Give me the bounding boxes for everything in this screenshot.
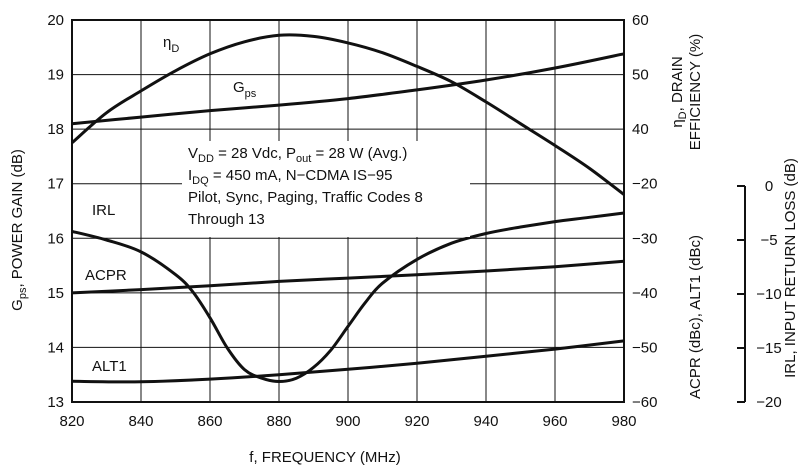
acpr-axis-title: ACPR (dBc), ALT1 (dBc): [687, 235, 704, 399]
irl-axis-title: IRL, INPUT RETURN LOSS (dB): [782, 158, 799, 378]
irl-tick-label: −10: [756, 286, 781, 303]
series-line-ηd: [71, 33, 625, 196]
acpr-tick-label: −30: [632, 230, 657, 247]
y-left-tick-label: 13: [47, 394, 64, 411]
acpr-tick-label: −50: [632, 339, 657, 356]
y-left-tick-label: 20: [47, 12, 64, 29]
eff-title-rest: , DRAIN: [669, 56, 686, 111]
plot-frame: [71, 19, 625, 403]
irl-axis: 0 −5 −10 −15 −20: [737, 178, 782, 411]
annotation-background: [182, 141, 470, 237]
tick-labels: 820 840 860 880 900 920 940 960 980 13 14 15 16 17 18 1…: [47, 12, 657, 430]
series-label-acpr: ACPR: [85, 267, 127, 284]
y-left-tick-label: 18: [47, 121, 64, 138]
annotation-line: Pilot, Sync, Paging, Traffic Codes 8: [188, 189, 423, 206]
x-tick-label: 940: [473, 413, 498, 430]
efficiency-tick-label: 40: [632, 121, 649, 138]
annotation-line: Through 13: [188, 211, 265, 228]
series-group: [71, 33, 625, 384]
irl-tick-label: 0: [765, 178, 773, 195]
series-label-alt1: ALT1: [92, 358, 127, 375]
x-tick-label: 840: [128, 413, 153, 430]
series-line-acpr: [71, 259, 625, 295]
y-left-tick-label: 15: [47, 285, 64, 302]
series-line-gps: [71, 52, 625, 126]
efficiency-axis-title-line1: ηD, DRAIN: [669, 56, 689, 127]
acpr-tick-label: −40: [632, 285, 657, 302]
efficiency-tick-label: 60: [632, 12, 649, 29]
series-line-alt1: [71, 339, 625, 384]
efficiency-tick-label: 50: [632, 67, 649, 84]
irl-tick-label: −5: [760, 232, 777, 249]
series-label-gps: Gps: [233, 79, 257, 100]
x-axis-title: f, FREQUENCY (MHz): [249, 449, 400, 466]
efficiency-axis-title-line2: EFFICIENCY (%): [687, 34, 704, 150]
x-tick-label: 920: [404, 413, 429, 430]
acpr-tick-label: −60: [632, 394, 657, 411]
series-label-ηd: ηD: [163, 34, 179, 55]
irl-tick-label: −15: [756, 340, 781, 357]
x-tick-label: 860: [197, 413, 222, 430]
y-left-tick-label: 16: [47, 230, 64, 247]
series-labels: ηD Gps IRL ACPR ALT1: [85, 34, 257, 375]
x-tick-label: 960: [542, 413, 567, 430]
y-left-tick-label: 14: [47, 339, 64, 356]
x-tick-label: 880: [266, 413, 291, 430]
y-left-axis-title: Gps, POWER GAIN (dB): [9, 149, 29, 311]
y-left-tick-label: 17: [47, 176, 64, 193]
y-left-title-sub: ps: [17, 287, 29, 299]
irl-tick-label: −20: [756, 394, 781, 411]
annotation: VDD = 28 Vdc, Pout = 28 W (Avg.)IDQ = 45…: [188, 145, 423, 228]
x-tick-label: 900: [335, 413, 360, 430]
annotation-line: IDQ = 450 mA, N−CDMA IS−95: [188, 167, 393, 187]
eff-title-main: η: [669, 119, 686, 127]
x-tick-label: 820: [59, 413, 84, 430]
y-left-tick-label: 19: [47, 67, 64, 84]
annotation-line: VDD = 28 Vdc, Pout = 28 W (Avg.): [188, 145, 407, 165]
y-left-title-rest: , POWER GAIN (dB): [9, 149, 26, 287]
acpr-tick-label: −20: [632, 176, 657, 193]
eff-title-sub: D: [677, 111, 689, 119]
series-label-irl: IRL: [92, 202, 115, 219]
y-left-title-main: G: [9, 299, 26, 311]
x-tick-label: 980: [611, 413, 636, 430]
